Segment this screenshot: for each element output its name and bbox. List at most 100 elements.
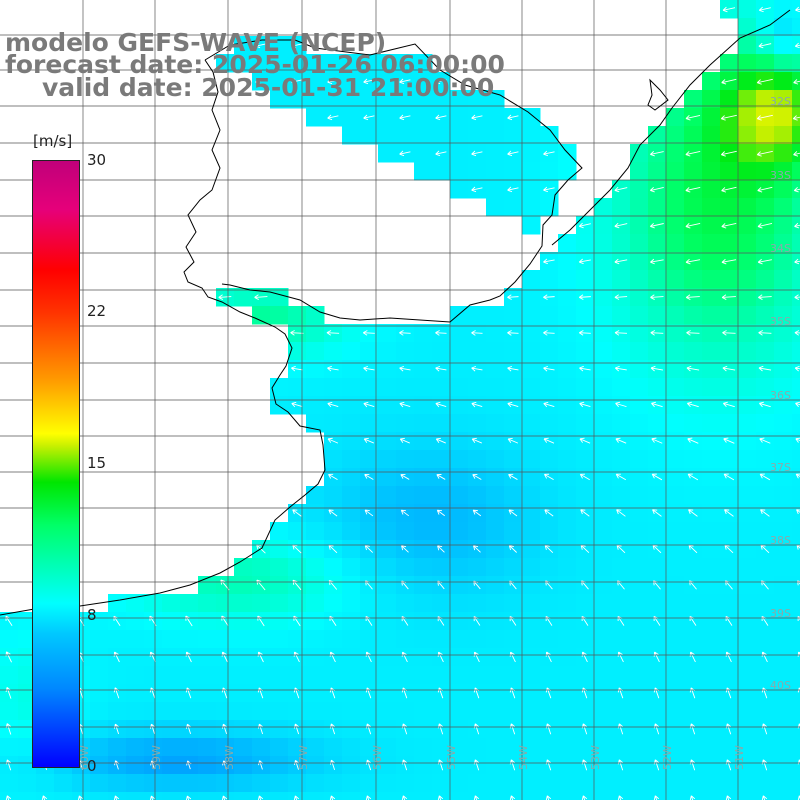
wind-cell: [756, 54, 775, 73]
wind-cell: [684, 342, 703, 361]
wind-cell: [432, 792, 451, 800]
wind-cell: [684, 522, 703, 541]
wind-cell: [378, 324, 397, 343]
wind-cell: [702, 486, 721, 505]
wind-cell: [126, 684, 145, 703]
wind-cell: [738, 0, 757, 19]
wind-cell: [198, 630, 217, 649]
wind-cell: [432, 414, 451, 433]
wind-cell: [468, 378, 487, 397]
wind-cell: [414, 342, 433, 361]
wind-cell: [450, 378, 469, 397]
wind-cell: [360, 486, 379, 505]
wind-arrow: [471, 330, 483, 336]
wind-cell: [774, 54, 793, 73]
wind-cell: [252, 774, 271, 793]
wind-cell: [162, 594, 181, 613]
wind-cell: [666, 126, 685, 145]
wind-cell: [738, 234, 757, 253]
lon-label: 51W: [733, 745, 746, 770]
wind-cell: [396, 702, 415, 721]
wind-arrow: [545, 723, 552, 735]
wind-cell: [630, 198, 649, 217]
wind-cell: [702, 774, 721, 793]
wind-cell: [720, 738, 739, 757]
wind-cell: [756, 126, 775, 145]
wind-arrow: [758, 330, 772, 336]
wind-cell: [594, 756, 613, 775]
wind-cell: [558, 306, 577, 325]
wind-arrow: [756, 114, 773, 121]
wind-cell: [450, 360, 469, 379]
wind-cell: [558, 288, 577, 307]
wind-cell: [666, 756, 685, 775]
wind-cell: [486, 792, 505, 800]
wind-cell: [594, 270, 613, 289]
wind-cell: [738, 324, 757, 343]
wind-arrow: [756, 150, 773, 157]
wind-cell: [666, 450, 685, 469]
wind-cell: [414, 558, 433, 577]
wind-cell: [270, 540, 289, 559]
wind-arrow: [364, 545, 374, 553]
wind-cell: [576, 738, 595, 757]
wind-cell: [450, 432, 469, 451]
wind-cell: [720, 54, 739, 73]
wind-cell: [468, 162, 487, 181]
wind-cell: [630, 504, 649, 523]
wind-cell: [774, 648, 793, 667]
wind-cell: [540, 594, 559, 613]
wind-cell: [792, 270, 800, 289]
wind-cell: [720, 306, 739, 325]
wind-cell: [648, 486, 667, 505]
wind-cell: [666, 306, 685, 325]
wind-arrow: [437, 651, 444, 663]
lat-label: 37S: [770, 461, 791, 474]
wind-cell: [612, 414, 631, 433]
wind-cell: [720, 90, 739, 109]
wind-arrow: [721, 78, 737, 85]
wind-cell: [738, 378, 757, 397]
wind-cell: [648, 198, 667, 217]
wind-cell: [630, 288, 649, 307]
wind-cell: [684, 486, 703, 505]
wind-cell: [792, 378, 800, 397]
wind-cell: [108, 594, 127, 613]
wind-cell: [702, 270, 721, 289]
wind-cell: [738, 630, 757, 649]
wind-cell: [414, 162, 433, 181]
wind-cell: [108, 774, 127, 793]
wind-cell: [702, 468, 721, 487]
wind-cell: [720, 234, 739, 253]
wind-cell: [342, 666, 361, 685]
wind-cell: [504, 792, 523, 800]
wind-cell: [342, 450, 361, 469]
wind-cell: [522, 108, 541, 127]
wind-cell: [666, 522, 685, 541]
wind-arrow: [327, 78, 339, 85]
wind-cell: [342, 360, 361, 379]
wind-arrow: [328, 509, 338, 517]
wind-cell: [774, 756, 793, 775]
wind-cell: [504, 414, 523, 433]
wind-cell: [306, 342, 325, 361]
wind-arrow: [794, 258, 800, 265]
wind-cell: [306, 630, 325, 649]
wind-cell: [378, 756, 397, 775]
wind-cell: [324, 486, 343, 505]
wind-cell: [396, 450, 415, 469]
wind-cell: [666, 360, 685, 379]
wind-cell: [378, 414, 397, 433]
wind-cell: [18, 612, 37, 631]
wind-arrow: [759, 473, 771, 481]
wind-cell: [360, 414, 379, 433]
wind-cell: [702, 594, 721, 613]
wind-cell: [486, 738, 505, 757]
wind-cell: [792, 792, 800, 800]
wind-cell: [774, 468, 793, 487]
wind-arrow: [149, 651, 156, 663]
wind-cell: [702, 216, 721, 235]
wind-cell: [432, 450, 451, 469]
wind-cell: [396, 630, 415, 649]
